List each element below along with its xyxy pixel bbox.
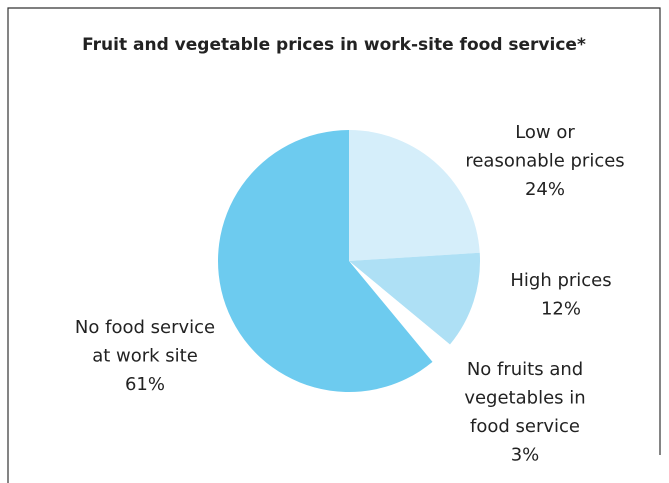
pie-slice	[349, 130, 480, 261]
slice-label: reasonable prices	[465, 151, 624, 172]
value-label: 61%	[125, 374, 165, 395]
slice-label: High prices	[510, 270, 611, 291]
value-label: 12%	[541, 299, 581, 320]
slice-label: at work site	[92, 346, 198, 367]
pie-slice	[217, 130, 433, 392]
slice-label: vegetables in	[464, 388, 585, 409]
pie-slice	[349, 261, 450, 362]
chart-title: Fruit and vegetable prices in work-site …	[82, 35, 586, 55]
slice-label: Low or	[515, 122, 575, 143]
value-label: 24%	[525, 179, 565, 200]
value-label: 3%	[511, 445, 540, 466]
slice-label: No fruits and	[467, 359, 583, 380]
pie-slice	[349, 252, 480, 345]
slice-label: food service	[470, 416, 580, 437]
frame	[7, 7, 661, 483]
slice-label: No food service	[75, 317, 215, 338]
